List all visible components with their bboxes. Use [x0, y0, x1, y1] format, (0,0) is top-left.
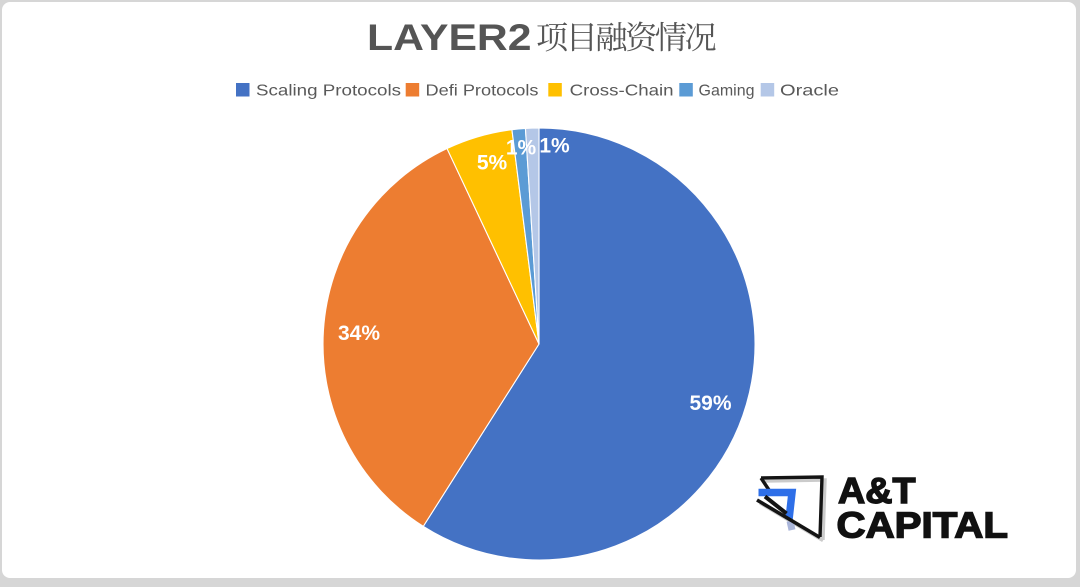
- svg-text:CAPITAL: CAPITAL: [837, 504, 1009, 545]
- svg-text:Scaling Protocols: Scaling Protocols: [256, 83, 401, 100]
- svg-text:1%: 1%: [506, 137, 537, 160]
- svg-text:Defi Protocols: Defi Protocols: [426, 83, 539, 100]
- svg-text:34%: 34%: [338, 322, 380, 345]
- svg-text:1%: 1%: [539, 135, 570, 158]
- svg-text:5%: 5%: [477, 152, 508, 175]
- svg-text:A&T: A&T: [838, 470, 916, 511]
- svg-text:Cross-Chain: Cross-Chain: [570, 83, 674, 100]
- svg-text:LAYER2: LAYER2: [367, 17, 532, 58]
- svg-text:59%: 59%: [689, 392, 731, 415]
- svg-text:Gaming: Gaming: [699, 83, 755, 100]
- svg-text:Oracle: Oracle: [780, 83, 839, 100]
